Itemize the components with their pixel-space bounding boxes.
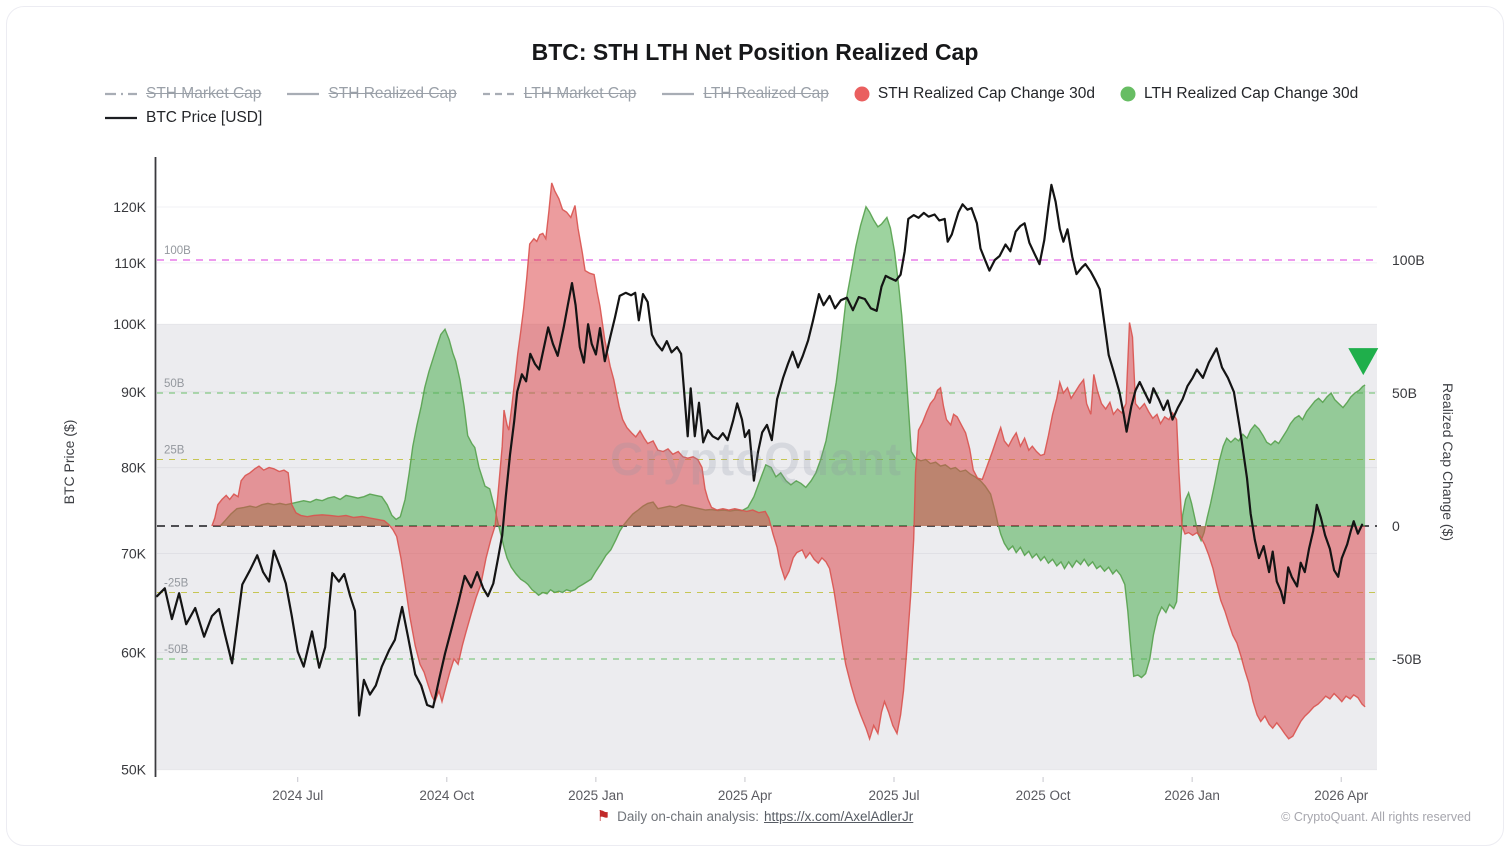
legend-item-lth-realized-cap-change-30d[interactable]: LTH Realized Cap Change 30d	[1120, 85, 1358, 103]
footer: ⚑ Daily on-chain analysis: https://x.com/A…	[7, 807, 1503, 825]
price-band	[157, 324, 1377, 770]
area-lth-change	[220, 206, 1366, 678]
x-tick-2024-Oct: 2024 Oct	[419, 788, 474, 803]
watermark: CryptoQuant	[609, 433, 903, 485]
lth-realized-cap-marker-icon	[662, 92, 695, 96]
legend-item-lth-realized-cap[interactable]: LTH Realized Cap	[661, 85, 829, 103]
left-tick-60K: 60K	[121, 645, 147, 661]
legend-row-1: STH Market Cap STH Realized Cap LTH Market…	[104, 85, 1358, 103]
x-tick-2026-Apr: 2026 Apr	[1314, 788, 1369, 803]
x-tick-2026-Jan: 2026 Jan	[1164, 788, 1220, 803]
copyright: © CryptoQuant. All rights reserved	[1281, 810, 1471, 824]
left-axis-title: BTC Price ($)	[61, 419, 77, 505]
legend-item-sth-realized-cap[interactable]: STH Realized Cap	[286, 85, 457, 103]
lth-realized-cap-change-30d-marker-icon	[1120, 86, 1136, 102]
left-tick-90K: 90K	[121, 384, 147, 400]
sth-market-cap-marker-icon	[105, 92, 137, 96]
right-tick-0: 0	[1392, 518, 1400, 534]
right-tick-50B: 50B	[1392, 385, 1417, 401]
left-tick-110K: 110K	[114, 255, 146, 271]
left-tick-70K: 70K	[121, 545, 147, 561]
area-edge-sth-change	[211, 182, 1366, 742]
chart-title: BTC: STH LTH Net Position Realized Cap	[531, 39, 979, 65]
ref-line-label-100B: 100B	[164, 245, 191, 257]
x-tick-2025-Apr: 2025 Apr	[718, 788, 773, 803]
left-tick-80K: 80K	[121, 460, 147, 476]
legend-label-sth-realized-cap-change-30d: STH Realized Cap Change 30d	[877, 85, 1095, 102]
legend-label-lth-market-cap: LTH Market Cap	[523, 85, 637, 102]
legend-label-sth-realized-cap: STH Realized Cap	[328, 85, 457, 102]
footer-link[interactable]: https://x.com/AxelAdlerJr	[763, 809, 914, 824]
ref-line-label-50B: 50B	[164, 378, 185, 390]
right-tick-100B: 100B	[1392, 252, 1425, 268]
btc-price-usd-marker-icon	[105, 116, 137, 120]
area-edge-lth-change	[219, 205, 1366, 679]
x-tick-2025-Jan: 2025 Jan	[568, 788, 624, 803]
legend-label-sth-market-cap: STH Market Cap	[146, 85, 262, 102]
legend-item-sth-realized-cap-change-30d[interactable]: STH Realized Cap Change 30d	[854, 85, 1095, 103]
sth-realized-cap-change-30d-marker-icon	[854, 86, 870, 102]
legend-label-btc-price-usd: BTC Price [USD]	[146, 109, 263, 126]
lth-market-cap-marker-icon	[482, 92, 515, 96]
area-sth-change	[211, 182, 1366, 739]
legend-row-2: BTC Price [USD]	[104, 109, 262, 127]
ref-line-label--50B: -50B	[164, 644, 189, 656]
legend-label-lth-realized-cap: LTH Realized Cap	[703, 85, 829, 102]
sth-realized-cap-marker-icon	[287, 92, 320, 96]
right-axis-title: Realized Cap Change ($)	[1440, 383, 1456, 541]
left-tick-100K: 100K	[113, 316, 146, 332]
ref-line-label-25B: 25B	[164, 445, 185, 457]
left-tick-50K: 50K	[121, 762, 147, 778]
legend-label-lth-realized-cap-change-30d: LTH Realized Cap Change 30d	[1143, 85, 1359, 102]
ref-line-label--25B: -25B	[164, 578, 189, 590]
chart-plot-area[interactable]: 100B 50B 25B -25B -50B 120K 110K 100K 90K 80K 70K 6…	[7, 7, 1504, 846]
x-tick-2025-Jul: 2025 Jul	[868, 788, 919, 803]
right-tick--50B: -50B	[1392, 651, 1422, 667]
legend-item-btc-price-usd[interactable]: BTC Price [USD]	[104, 109, 262, 127]
x-tick-2025-Oct: 2025 Oct	[1016, 788, 1071, 803]
footer-text: Daily on-chain analysis:	[617, 809, 759, 824]
chart-card: BTC: STH LTH Net Position Realized Cap S…	[6, 6, 1504, 846]
signal-triangle-marker	[1348, 348, 1379, 376]
flag-icon: ⚑	[596, 808, 611, 825]
legend-item-lth-market-cap[interactable]: LTH Market Cap	[482, 85, 637, 103]
legend-item-sth-market-cap[interactable]: STH Market Cap	[104, 85, 261, 103]
line-btc-price	[155, 183, 1364, 717]
x-tick-2024-Jul: 2024 Jul	[272, 788, 323, 803]
left-tick-120K: 120K	[113, 199, 146, 215]
